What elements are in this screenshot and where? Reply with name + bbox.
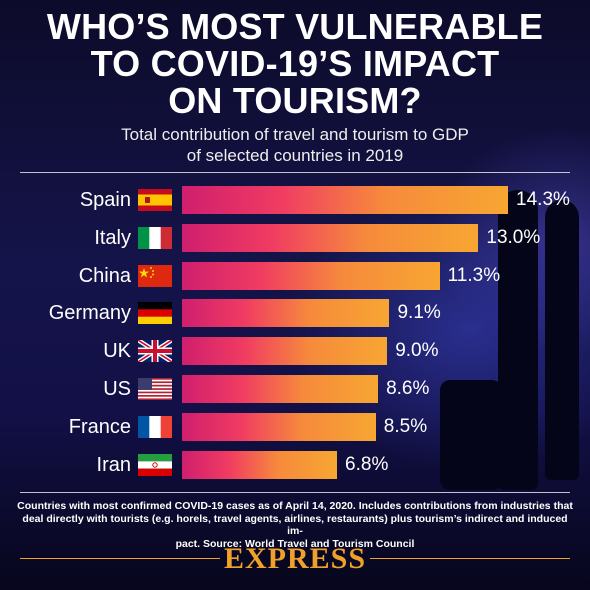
value-label-us: 8.6% xyxy=(386,378,430,399)
bar-germany xyxy=(182,299,390,328)
headline-line: TO COVID-19’S IMPACT xyxy=(90,43,500,84)
country-label-uk: UK xyxy=(103,340,131,363)
subtitle-line: Total contribution of travel and tourism… xyxy=(121,125,469,144)
suitcase-silhouette-icon xyxy=(440,380,502,490)
headline-line: WHO’S MOST VULNERABLE xyxy=(46,6,544,47)
country-label-france: France xyxy=(68,415,131,438)
bar-france xyxy=(182,412,376,441)
country-label-italy: Italy xyxy=(94,226,131,249)
footnote-line: deal directly with tourists (e.g. horels… xyxy=(22,512,568,538)
country-label-iran: Iran xyxy=(96,453,131,476)
value-label-italy: 13.0% xyxy=(486,226,541,248)
germany-flag-icon xyxy=(138,302,172,325)
bar-china xyxy=(182,261,440,290)
subtitle-line: of selected countries in 2019 xyxy=(186,146,404,165)
brand-divider-left xyxy=(20,558,220,559)
brand-divider-right xyxy=(370,558,570,559)
us-flag-icon xyxy=(138,378,172,400)
value-label-china: 11.3% xyxy=(447,264,501,286)
footnote: Countries with most confirmed COVID-19 c… xyxy=(14,500,576,550)
bar-us xyxy=(182,375,379,403)
country-label-china: China xyxy=(78,264,131,287)
headline-line: ON TOURISM? xyxy=(168,80,422,121)
france-flag-icon xyxy=(138,415,172,438)
value-label-uk: 9.0% xyxy=(395,340,439,362)
value-label-france: 8.5% xyxy=(383,415,428,437)
value-label-spain: 14.3% xyxy=(516,189,570,210)
uk-flag-icon xyxy=(138,340,172,363)
value-label-germany: 9.1% xyxy=(397,302,441,324)
brand-logo: EXPRESS xyxy=(223,542,367,575)
traveller-silhouette-icon xyxy=(545,200,579,480)
country-label-us: US xyxy=(103,378,131,400)
bottom-divider xyxy=(20,492,570,493)
value-label-iran: 6.8% xyxy=(345,453,389,475)
subtitle: Total contribution of travel and tourism… xyxy=(0,124,590,166)
country-label-spain: Spain xyxy=(79,189,131,211)
iran-flag-icon xyxy=(138,453,172,476)
spain-flag-icon xyxy=(138,189,172,211)
bar-spain xyxy=(182,186,509,214)
bar-iran xyxy=(182,450,338,479)
bar-italy xyxy=(182,223,479,252)
footnote-line: pact. Source: World Travel and Tourism C… xyxy=(175,537,415,550)
headline: WHO’S MOST VULNERABLE TO COVID-19’S IMPA… xyxy=(0,8,590,119)
traveller-silhouette-icon xyxy=(498,190,538,490)
footnote-line: Countries with most confirmed COVID-19 c… xyxy=(17,500,573,512)
italy-flag-icon xyxy=(138,226,172,249)
country-label-germany: Germany xyxy=(48,302,131,325)
top-divider xyxy=(20,172,570,173)
china-flag-icon xyxy=(138,264,172,287)
bar-uk xyxy=(182,337,388,366)
